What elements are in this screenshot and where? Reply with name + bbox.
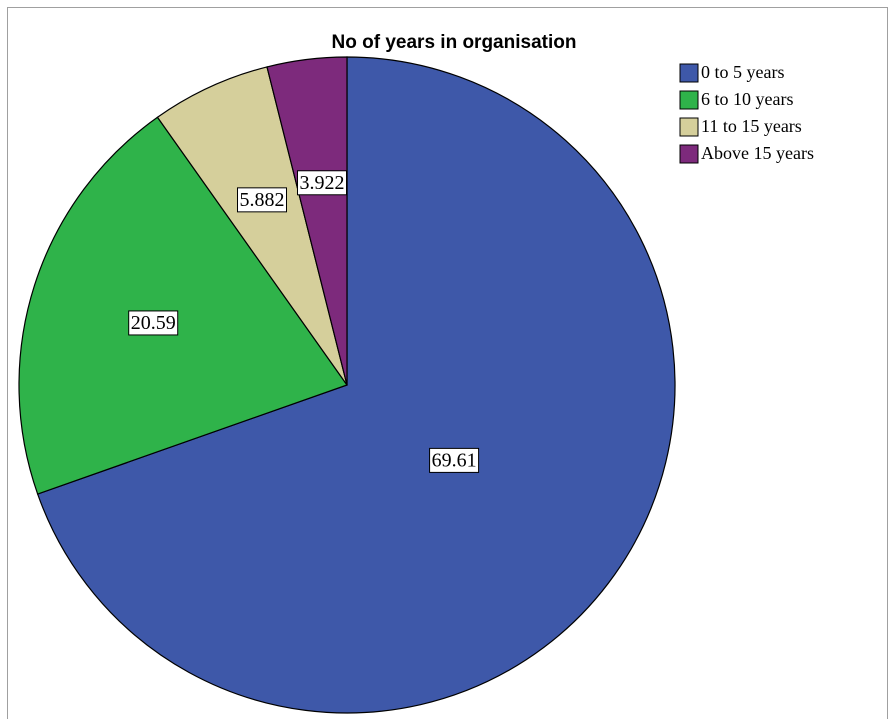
pie-slice xyxy=(18,116,348,495)
legend-label: 11 to 15 years xyxy=(701,116,802,136)
data-label: 3.922 xyxy=(300,172,345,194)
data-label: 5.882 xyxy=(240,189,285,211)
legend-label: Above 15 years xyxy=(701,143,814,163)
pie xyxy=(18,56,676,714)
pie-slice xyxy=(266,56,348,386)
legend-swatch xyxy=(679,63,699,83)
data-label-box xyxy=(429,447,480,473)
legend: 0 to 5 years 6 to 10 years 11 to 15 years A… xyxy=(679,62,814,164)
data-label: 20.59 xyxy=(131,312,176,334)
pie-slice xyxy=(36,56,676,714)
data-label-box xyxy=(128,310,179,336)
legend-swatch xyxy=(679,144,699,164)
data-label: 69.61 xyxy=(432,449,477,471)
data-label-box xyxy=(297,170,348,196)
legend-swatch xyxy=(679,117,699,137)
data-label-box xyxy=(237,187,288,213)
legend-swatch xyxy=(679,90,699,110)
data-labels: 69.61 20.59 5.882 3.922 xyxy=(128,170,480,473)
legend-label: 0 to 5 years xyxy=(701,62,784,82)
chart-title: No of years in organisation xyxy=(332,32,577,53)
pie-slice xyxy=(156,66,348,386)
legend-label: 6 to 10 years xyxy=(701,89,793,109)
